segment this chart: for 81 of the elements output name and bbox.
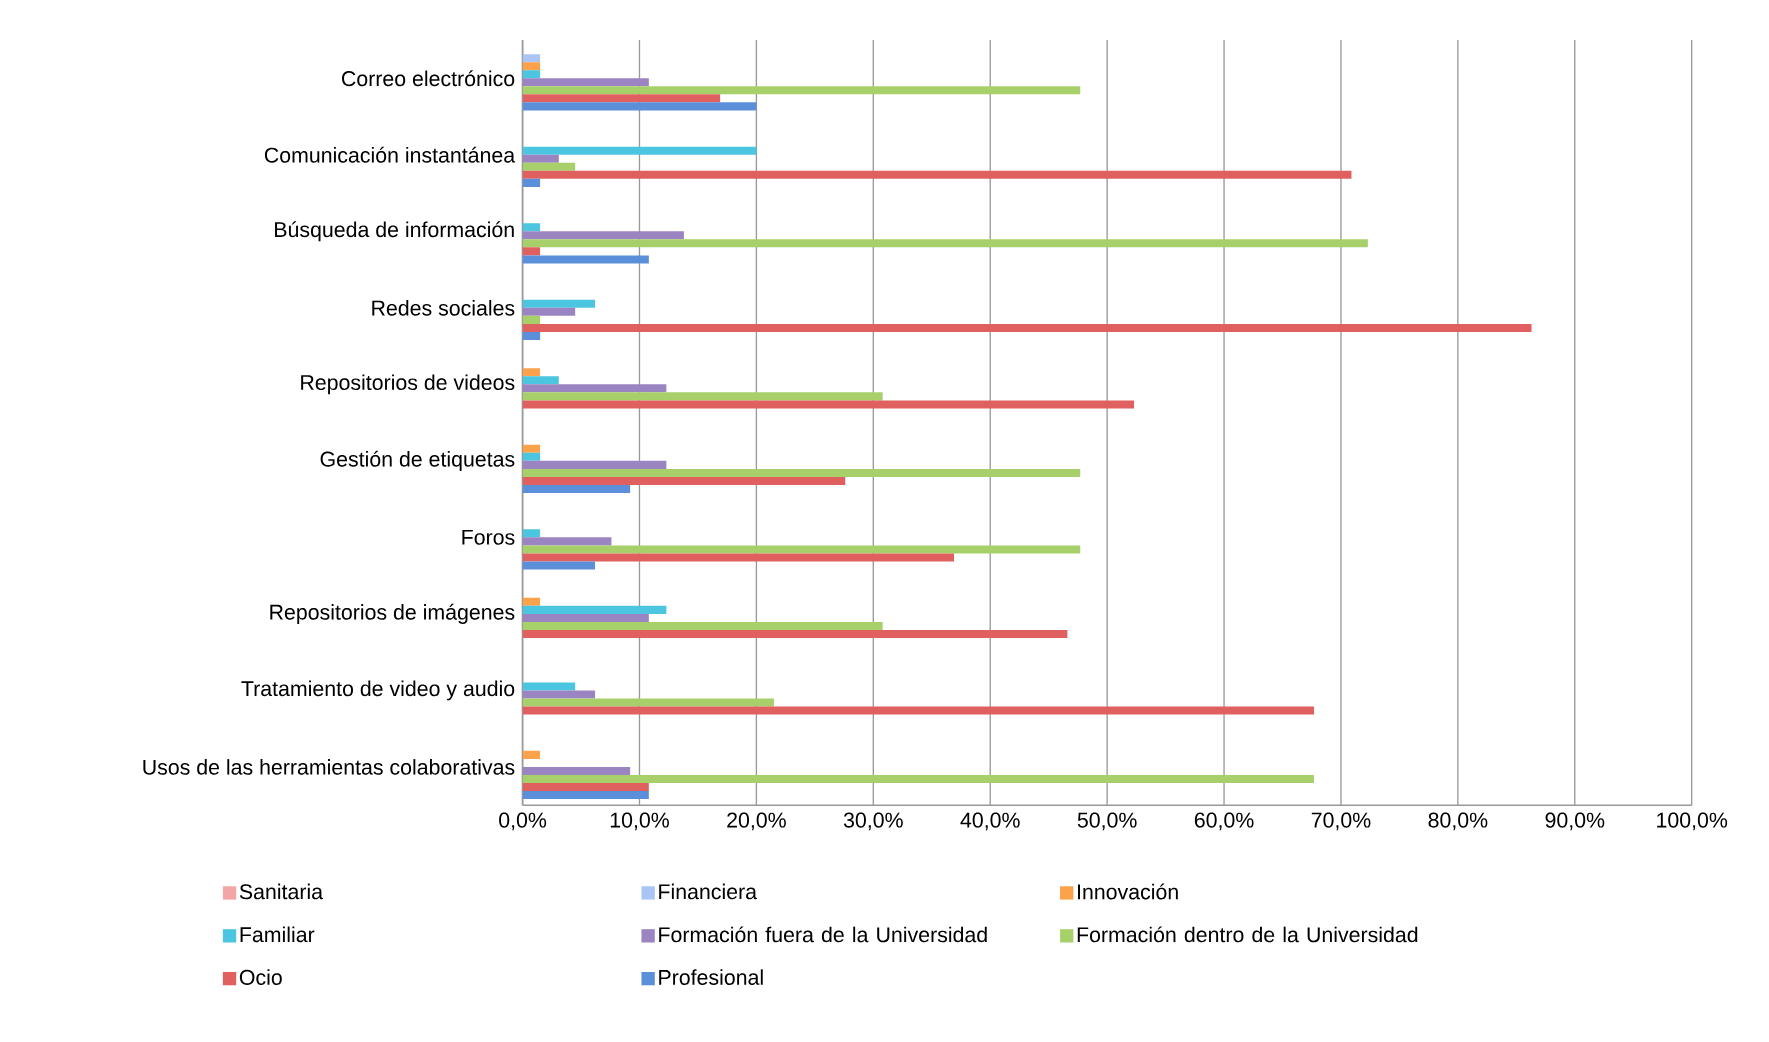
- x-tick-label: 90,0%: [1545, 812, 1605, 830]
- x-tick-label: 100,0%: [1657, 812, 1728, 830]
- bar: [522, 460, 667, 469]
- bar: [522, 69, 541, 79]
- bar: [522, 400, 1135, 409]
- bar: [522, 597, 541, 606]
- bar: [522, 368, 541, 377]
- bar: [522, 774, 1315, 783]
- bar: [522, 629, 1068, 638]
- y-tick-label: Usos de las herramientas colaborativas: [143, 758, 515, 775]
- legend-label: Formación fuera de la Universidad: [659, 926, 987, 943]
- bar: [522, 782, 649, 791]
- bar: [522, 102, 757, 111]
- bar: [522, 444, 541, 453]
- bar: [522, 331, 541, 340]
- y-tick-label: Repositorios de videos: [301, 374, 515, 395]
- bar: [522, 146, 757, 155]
- bar: [522, 561, 596, 570]
- bar: [522, 78, 649, 87]
- bar: [522, 605, 667, 614]
- bar: [522, 452, 541, 461]
- x-tick-label: 50,0%: [1077, 812, 1137, 830]
- legend-label: Formación dentro de la Universidad: [1077, 926, 1418, 943]
- bar: [522, 529, 541, 538]
- bar: [522, 61, 541, 70]
- bar: [522, 376, 559, 385]
- bar: [522, 323, 1532, 332]
- bar: [522, 239, 1368, 248]
- bar: [522, 223, 541, 232]
- bar: [522, 545, 1081, 554]
- legend-label: Profesional: [659, 969, 763, 985]
- x-tick-label: 70,0%: [1311, 812, 1371, 830]
- bar: [522, 384, 667, 393]
- bar: [522, 613, 649, 622]
- x-tick-label: 10,0%: [610, 812, 669, 830]
- bar: [522, 706, 1315, 715]
- y-tick-label: Tratamiento de video y audio: [241, 680, 515, 701]
- bar: [522, 750, 541, 759]
- legend-label: Innovación: [1078, 883, 1178, 900]
- y-tick-label: Búsqueda de información: [275, 220, 514, 242]
- bar: [522, 255, 649, 264]
- y-tick-label: Repositorios de imágenes: [270, 603, 515, 624]
- bar: [522, 178, 541, 187]
- bar: [522, 53, 541, 62]
- legend-label: Financiera: [659, 883, 758, 900]
- bar: [522, 690, 596, 699]
- bar: [522, 682, 576, 691]
- bar: [522, 766, 631, 775]
- bar: [522, 231, 684, 240]
- bar: [522, 299, 596, 308]
- bar: [522, 476, 846, 485]
- bar: [522, 247, 541, 256]
- bar: [522, 307, 576, 316]
- bar: [522, 698, 774, 707]
- x-tick-label: 80,0%: [1428, 812, 1488, 830]
- y-tick-label: Gestión de etiquetas: [320, 450, 515, 471]
- x-tick-label: 40,0%: [960, 812, 1020, 830]
- bar: [522, 537, 612, 546]
- bar: [522, 170, 1352, 179]
- bar: [522, 162, 576, 171]
- legend-label: Familiar: [240, 926, 315, 942]
- legend-label: Sanitaria: [239, 883, 324, 900]
- x-tick-label: 60,0%: [1194, 812, 1254, 830]
- bar: [522, 621, 883, 630]
- y-tick-label: Redes sociales: [372, 299, 515, 316]
- bar: [522, 154, 559, 163]
- bar: [522, 94, 721, 103]
- bar: [522, 468, 1081, 477]
- x-tick-label: 20,0%: [727, 812, 786, 830]
- y-tick-label: Comunicación instantánea: [264, 146, 516, 163]
- legend-label: Ocio: [239, 969, 282, 985]
- bar: [522, 392, 883, 401]
- bar: [522, 484, 631, 493]
- y-tick-label: Correo electrónico: [342, 70, 515, 86]
- bar: [522, 86, 1081, 95]
- bar: [522, 315, 541, 324]
- y-tick-label: Foros: [462, 529, 515, 545]
- bar: [522, 553, 954, 562]
- bar: [522, 790, 649, 799]
- x-tick-label: 30,0%: [843, 812, 903, 830]
- x-tick-label: 0,0%: [499, 812, 547, 830]
